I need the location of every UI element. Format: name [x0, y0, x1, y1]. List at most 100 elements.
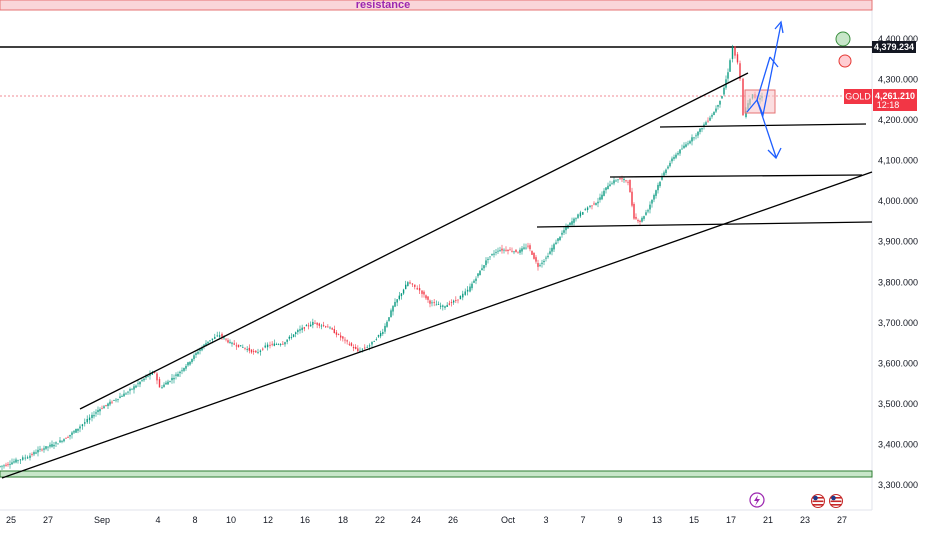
- time-tick-label: 24: [411, 515, 421, 525]
- candle-body: [511, 250, 513, 252]
- time-tick-label: 21: [763, 515, 773, 525]
- channel-upper-trendline[interactable]: [79, 72, 749, 410]
- candle-body: [667, 166, 669, 169]
- level-line-3945[interactable]: [536, 221, 873, 228]
- channel-lower-trendline[interactable]: [1, 171, 873, 479]
- candle-body: [713, 112, 715, 116]
- candle-body: [105, 405, 107, 406]
- candle-body: [543, 260, 545, 263]
- candle-body: [364, 347, 366, 349]
- resistance-zone[interactable]: [0, 0, 873, 11]
- candle-body: [303, 327, 305, 329]
- candle-body: [235, 345, 238, 347]
- time-tick-label: 9: [617, 515, 622, 525]
- candle-body: [197, 351, 199, 354]
- candle-body: [651, 199, 653, 204]
- candle-body: [43, 448, 45, 450]
- candle-body: [3, 465, 5, 467]
- candle-body: [703, 124, 705, 127]
- candle-body: [264, 345, 266, 348]
- candle-body: [161, 387, 163, 388]
- candle-body: [489, 256, 491, 258]
- candle-body: [143, 378, 145, 381]
- candle-body: [149, 373, 151, 376]
- candle-body: [671, 158, 673, 162]
- candle-body: [348, 343, 350, 345]
- price-axis[interactable]: 4,400.000 4,300.000 4,200.000 4,100.000 4,00…: [878, 34, 918, 490]
- candle-body: [203, 344, 205, 347]
- candle-body: [45, 446, 47, 449]
- candle-body: [179, 371, 181, 374]
- candle-body: [577, 214, 579, 218]
- candle-body: [675, 154, 677, 158]
- candle-body: [473, 280, 475, 283]
- symbol-price-tag: GOLD 4,261.210 12:18: [844, 89, 917, 111]
- candle-body: [719, 100, 721, 105]
- candle-body: [59, 440, 61, 443]
- candle-body: [394, 301, 396, 307]
- level-line-4185[interactable]: [659, 123, 867, 128]
- candle-body: [683, 145, 685, 148]
- candle-body: [561, 232, 563, 235]
- candle-body: [55, 442, 57, 444]
- candle-body: [35, 452, 37, 454]
- candle-body: [439, 305, 442, 307]
- candle-body: [681, 148, 683, 150]
- candle-body: [340, 335, 342, 338]
- level-line-4060[interactable]: [609, 174, 863, 178]
- event-icons[interactable]: [749, 492, 843, 508]
- candle-body: [103, 406, 105, 409]
- candle-body: [86, 418, 88, 423]
- bullish-arrow-head: [774, 20, 784, 34]
- candle-body: [541, 262, 543, 264]
- candle-body: [171, 377, 173, 381]
- candle-body: [673, 157, 675, 159]
- candle-body: [147, 375, 149, 377]
- price-tick-label: 3,600.000: [878, 358, 918, 368]
- candle-body: [631, 191, 633, 206]
- green-circle-marker[interactable]: [835, 31, 851, 47]
- time-tick-label: 16: [300, 515, 310, 525]
- candle-body: [5, 464, 7, 466]
- candle-body: [49, 444, 51, 447]
- red-circle-marker[interactable]: [838, 54, 852, 68]
- candle-body: [499, 250, 501, 251]
- candle-body: [214, 336, 216, 339]
- candle-body: [95, 412, 97, 414]
- candle-body: [669, 162, 671, 167]
- candle-body: [31, 454, 33, 455]
- time-tick-label: 3: [543, 515, 548, 525]
- candle-body: [65, 437, 67, 439]
- candle-body: [695, 135, 697, 137]
- time-axis[interactable]: 25 27 Sep 4 8 10 12 16 18 22 24 26 Oct 3 7 9 13 15 17 21 23 2…: [6, 515, 847, 525]
- candle-body: [414, 284, 416, 287]
- candle-body: [392, 306, 394, 312]
- candle-body: [485, 260, 487, 266]
- support-zone[interactable]: [0, 470, 873, 478]
- price-tick-label: 4,400.000: [878, 34, 918, 44]
- candle-body: [375, 339, 378, 340]
- candle-body: [513, 251, 515, 253]
- candle-body: [509, 249, 511, 251]
- candle-body: [721, 96, 723, 99]
- candle-body: [337, 334, 340, 335]
- price-tick-label: 3,800.000: [878, 277, 918, 287]
- candle-body: [446, 304, 448, 307]
- candle-body: [229, 341, 231, 343]
- candle-body: [19, 459, 22, 461]
- candle-body: [101, 408, 103, 410]
- candle-body: [589, 205, 591, 207]
- candle-body: [111, 401, 113, 403]
- candle-body: [77, 428, 79, 431]
- candle-body: [33, 452, 35, 455]
- candle-body: [327, 326, 329, 328]
- candle-body: [613, 180, 615, 184]
- candle-body: [382, 332, 384, 334]
- candle-body: [292, 334, 295, 337]
- candle-body: [657, 184, 659, 191]
- candle-body: [359, 350, 361, 352]
- candle-body: [53, 444, 55, 447]
- candle-body: [545, 257, 547, 259]
- time-tick-label: 8: [192, 515, 197, 525]
